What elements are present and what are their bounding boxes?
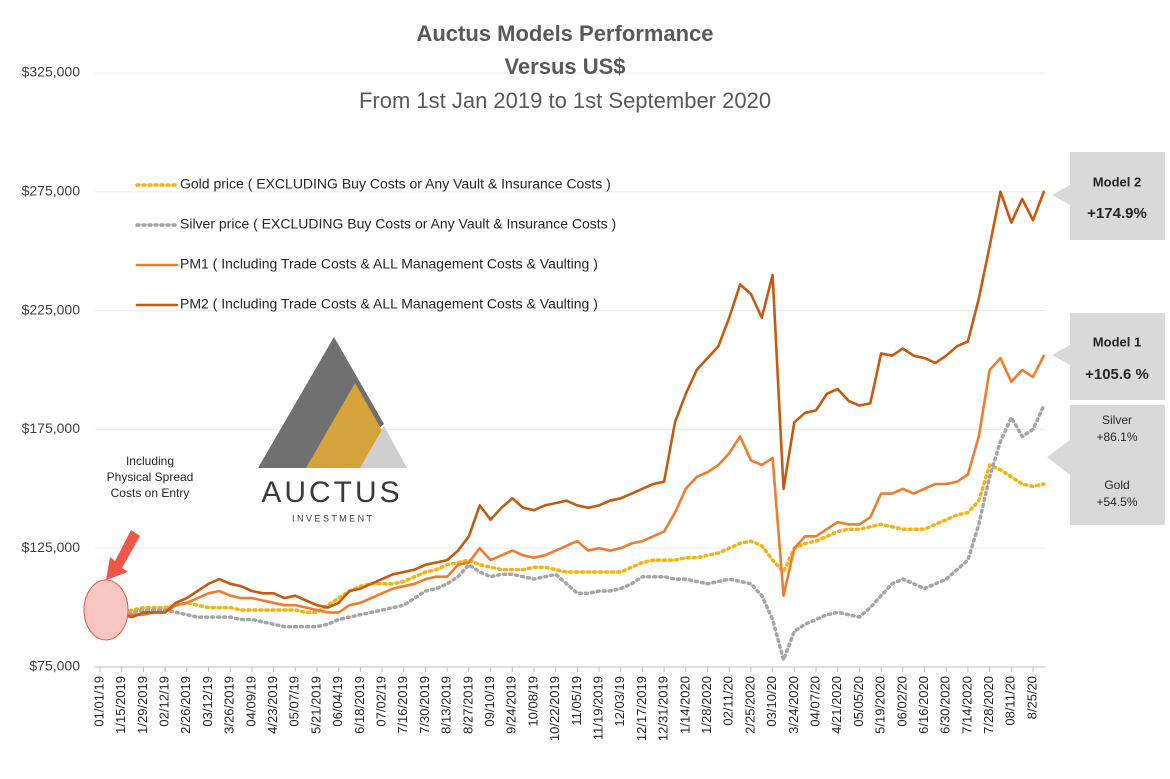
x-tick-label: 1/14/2020 bbox=[677, 676, 692, 734]
y-tick-label: $325,000 bbox=[22, 64, 81, 80]
x-tick-label: 3/24/2020 bbox=[786, 676, 801, 734]
x-tick-label: 02/12/19 bbox=[157, 676, 172, 727]
x-tick-label: 09/10/19 bbox=[482, 676, 497, 727]
chart-subtitle: From 1st Jan 2019 to 1st September 2020 bbox=[359, 88, 771, 113]
x-tick-label: 05/07/19 bbox=[287, 676, 302, 727]
x-tick-label: 01/01/19 bbox=[91, 676, 106, 727]
silver-label: Silver bbox=[1102, 413, 1132, 427]
y-tick-label: $75,000 bbox=[29, 658, 80, 674]
x-tick-label: 04/07/20 bbox=[807, 676, 822, 727]
model2-label: Model 2 bbox=[1093, 174, 1141, 189]
chart-title: Auctus Models Performance bbox=[416, 21, 713, 46]
x-tick-label: 3/26/2019 bbox=[222, 676, 237, 734]
x-tick-label: 4/21/2020 bbox=[829, 676, 844, 734]
x-tick-label: 5/21/2019 bbox=[308, 676, 323, 734]
legend-label: PM1 ( Including Trade Costs & ALL Manage… bbox=[180, 256, 598, 272]
logo-shape bbox=[306, 383, 384, 468]
y-tick-label: $225,000 bbox=[22, 301, 81, 317]
model-boxes: Model 2 +174.9% Model 1 +105.6 % Silver … bbox=[1047, 152, 1165, 525]
x-tick-label: 8/27/2019 bbox=[460, 676, 475, 734]
x-tick-label: 12/03/19 bbox=[612, 676, 627, 727]
x-tick-label: 7/30/2019 bbox=[417, 676, 432, 734]
x-tick-label: 05/05/20 bbox=[851, 676, 866, 727]
legend-label: PM2 ( Including Trade Costs & ALL Manage… bbox=[180, 296, 598, 312]
series-line bbox=[98, 190, 1046, 619]
x-tick-label: 10/08/19 bbox=[525, 676, 540, 727]
legend-label: Silver price ( EXCLUDING Buy Costs or An… bbox=[180, 216, 616, 232]
x-tick-label: 04/09/19 bbox=[243, 676, 258, 727]
x-tick-label: 7/28/2020 bbox=[981, 676, 996, 734]
series-line bbox=[98, 403, 1046, 662]
logo-tagline: I N V E S T M E N T bbox=[292, 513, 373, 523]
x-tick-label: 7/14/2020 bbox=[959, 676, 974, 734]
x-tick-label: 6/30/2020 bbox=[938, 676, 953, 734]
y-tick-label: $125,000 bbox=[22, 539, 81, 555]
entry-circle bbox=[83, 579, 129, 641]
x-tick-label: 03/10/20 bbox=[764, 676, 779, 727]
entry-note: Including bbox=[126, 454, 174, 468]
x-tick-label: 8/13/2019 bbox=[439, 676, 454, 734]
x-tick-label: 12/31/2019 bbox=[656, 676, 671, 741]
x-tick-label: 1/28/2020 bbox=[699, 676, 714, 734]
y-tick-label: $175,000 bbox=[22, 420, 81, 436]
x-tick-label: 07/02/19 bbox=[374, 676, 389, 727]
x-tick-label: 11/19/2019 bbox=[590, 676, 605, 740]
model1-box bbox=[1052, 313, 1165, 400]
x-tick-label: 4/23/2019 bbox=[265, 676, 280, 734]
plot: $75,000 $125,000 $175,000 $225,000 $275,000 $… bbox=[22, 64, 1046, 741]
model2-box bbox=[1052, 152, 1165, 240]
series-line bbox=[98, 354, 1046, 619]
x-tick-label: 02/11/20 bbox=[721, 676, 736, 726]
series-line bbox=[98, 463, 1046, 617]
x-tick-label: 06/02/20 bbox=[894, 676, 909, 727]
chart-title-line2: Versus US$ bbox=[504, 54, 625, 79]
logo-shape bbox=[360, 426, 407, 468]
model1-return: +105.6 % bbox=[1085, 366, 1149, 383]
x-tick-label: 11/05/19 bbox=[569, 676, 584, 726]
x-tick-label: 9/24/2019 bbox=[504, 676, 519, 734]
x-tick-label: 2/26/2019 bbox=[178, 676, 193, 734]
entry-callout: Including Physical Spread Costs on Entry bbox=[83, 454, 194, 641]
x-tick-label: 10/22/2019 bbox=[547, 676, 562, 741]
model2-return: +174.9% bbox=[1087, 205, 1147, 222]
x-tick-label: 8/25/20 bbox=[1024, 676, 1039, 719]
x-tick-label: 12/17/2019 bbox=[634, 676, 649, 741]
logo-name: AUCTUS bbox=[261, 476, 402, 509]
x-tick-label: 6/16/2020 bbox=[916, 676, 931, 734]
entry-note: Physical Spread bbox=[107, 470, 194, 484]
x-tick-label: 7/16/2019 bbox=[395, 676, 410, 734]
x-tick-label: 2/25/2020 bbox=[742, 676, 757, 734]
entry-arrow bbox=[106, 530, 140, 580]
x-tick-label: 1/29/2019 bbox=[135, 676, 150, 734]
x-tick-label: 08/11/20 bbox=[1003, 676, 1018, 726]
logo: AUCTUS I N V E S T M E N T bbox=[258, 337, 407, 523]
metals-box bbox=[1047, 405, 1165, 525]
x-tick-label: 03/12/19 bbox=[200, 676, 215, 727]
x-tick-label: 06/04/19 bbox=[330, 676, 345, 727]
x-tick-label: 1/15/2019 bbox=[113, 676, 128, 734]
legend-label: Gold price ( EXCLUDING Buy Costs or Any … bbox=[180, 176, 611, 192]
y-tick-label: $275,000 bbox=[22, 183, 81, 199]
x-tick-label: 5/19/2020 bbox=[873, 676, 888, 734]
gold-label: Gold bbox=[1104, 478, 1129, 492]
gold-return: +54.5% bbox=[1096, 495, 1137, 509]
entry-note: Costs on Entry bbox=[111, 486, 190, 500]
x-tick-label: 6/18/2019 bbox=[352, 676, 367, 734]
model1-label: Model 1 bbox=[1093, 334, 1141, 349]
silver-return: +86.1% bbox=[1096, 430, 1137, 444]
